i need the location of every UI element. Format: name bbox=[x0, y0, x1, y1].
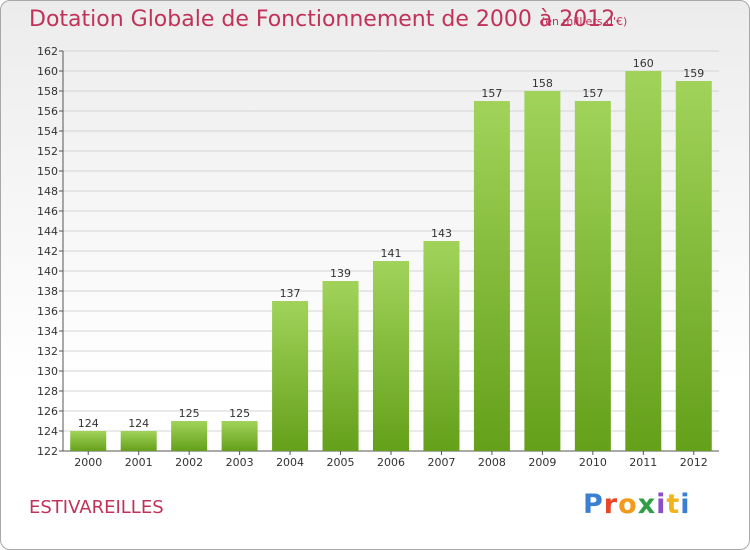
x-tick-label: 2008 bbox=[478, 456, 506, 469]
y-tick-label: 126 bbox=[37, 405, 58, 418]
y-tick-label: 152 bbox=[37, 145, 58, 158]
chart-unit: (en milliers d'€) bbox=[541, 15, 628, 28]
logo-letter: i bbox=[680, 489, 691, 520]
y-tick-label: 130 bbox=[37, 365, 58, 378]
bar-value-label: 125 bbox=[229, 407, 250, 420]
y-tick-label: 144 bbox=[37, 225, 58, 238]
bar-2003 bbox=[221, 421, 258, 451]
y-tick-label: 122 bbox=[37, 445, 58, 458]
y-tick-label: 162 bbox=[37, 45, 58, 58]
bar-2011 bbox=[625, 71, 662, 451]
bar-2010 bbox=[574, 101, 611, 451]
bar-2000 bbox=[70, 431, 107, 451]
y-tick-label: 140 bbox=[37, 265, 58, 278]
y-tick-label: 160 bbox=[37, 65, 58, 78]
x-tick-label: 2010 bbox=[579, 456, 607, 469]
y-tick-label: 138 bbox=[37, 285, 58, 298]
y-tick-label: 134 bbox=[37, 325, 58, 338]
logo-letter: o bbox=[618, 489, 638, 520]
logo-letter: r bbox=[603, 489, 619, 520]
labels: 124 2000 124 2001 125 2002 125 2003 137 2004 139 20… bbox=[74, 57, 708, 469]
proxiti-logo: Proxiti bbox=[583, 489, 691, 520]
bar-value-label: 158 bbox=[532, 77, 553, 90]
bar-2002 bbox=[171, 421, 208, 451]
logo-letter: t bbox=[666, 489, 681, 520]
x-tick-label: 2004 bbox=[276, 456, 304, 469]
y-tick-label: 142 bbox=[37, 245, 58, 258]
x-tick-label: 2001 bbox=[125, 456, 153, 469]
logo-letter: x bbox=[637, 489, 657, 520]
bar-value-label: 159 bbox=[683, 67, 704, 80]
y-tick-label: 156 bbox=[37, 105, 58, 118]
y-tick-label: 146 bbox=[37, 205, 58, 218]
x-tick-label: 2007 bbox=[427, 456, 455, 469]
logo-letter: i bbox=[656, 489, 667, 520]
y-tick-label: 158 bbox=[37, 85, 58, 98]
bar-value-label: 141 bbox=[381, 247, 402, 260]
bar-value-label: 157 bbox=[582, 87, 603, 100]
bar-value-label: 124 bbox=[128, 417, 149, 430]
bar-2009 bbox=[524, 91, 561, 451]
bar-2008 bbox=[473, 101, 510, 451]
x-tick-label: 2003 bbox=[226, 456, 254, 469]
logo-letter: P bbox=[583, 489, 604, 520]
y-tick-label: 136 bbox=[37, 305, 58, 318]
y-tick-label: 154 bbox=[37, 125, 58, 138]
x-tick-label: 2000 bbox=[74, 456, 102, 469]
x-tick-label: 2006 bbox=[377, 456, 405, 469]
bar-2007 bbox=[423, 241, 460, 451]
bar-value-label: 160 bbox=[633, 57, 654, 70]
bar-value-label: 143 bbox=[431, 227, 452, 240]
chart-title: Dotation Globale de Fonctionnement de 20… bbox=[29, 7, 616, 32]
bar-2004 bbox=[272, 301, 309, 451]
x-tick-label: 2002 bbox=[175, 456, 203, 469]
y-tick-label: 124 bbox=[37, 425, 58, 438]
commune-name: ESTIVAREILLES bbox=[29, 497, 164, 518]
bar-value-label: 125 bbox=[179, 407, 200, 420]
x-tick-label: 2005 bbox=[327, 456, 355, 469]
bar-2001 bbox=[120, 431, 157, 451]
x-tick-label: 2012 bbox=[680, 456, 708, 469]
bars bbox=[70, 71, 712, 451]
x-tick-label: 2011 bbox=[629, 456, 657, 469]
bar-value-label: 124 bbox=[78, 417, 99, 430]
bar-value-label: 137 bbox=[280, 287, 301, 300]
y-tick-label: 128 bbox=[37, 385, 58, 398]
bar-2006 bbox=[373, 261, 409, 451]
x-tick-label: 2009 bbox=[528, 456, 556, 469]
bar-value-label: 139 bbox=[330, 267, 351, 280]
y-tick-label: 150 bbox=[37, 165, 58, 178]
y-tick-label: 132 bbox=[37, 345, 58, 358]
y-tick-label: 148 bbox=[37, 185, 58, 198]
bar-2012 bbox=[675, 81, 712, 451]
bar-2005 bbox=[322, 281, 359, 451]
bar-value-label: 157 bbox=[481, 87, 502, 100]
